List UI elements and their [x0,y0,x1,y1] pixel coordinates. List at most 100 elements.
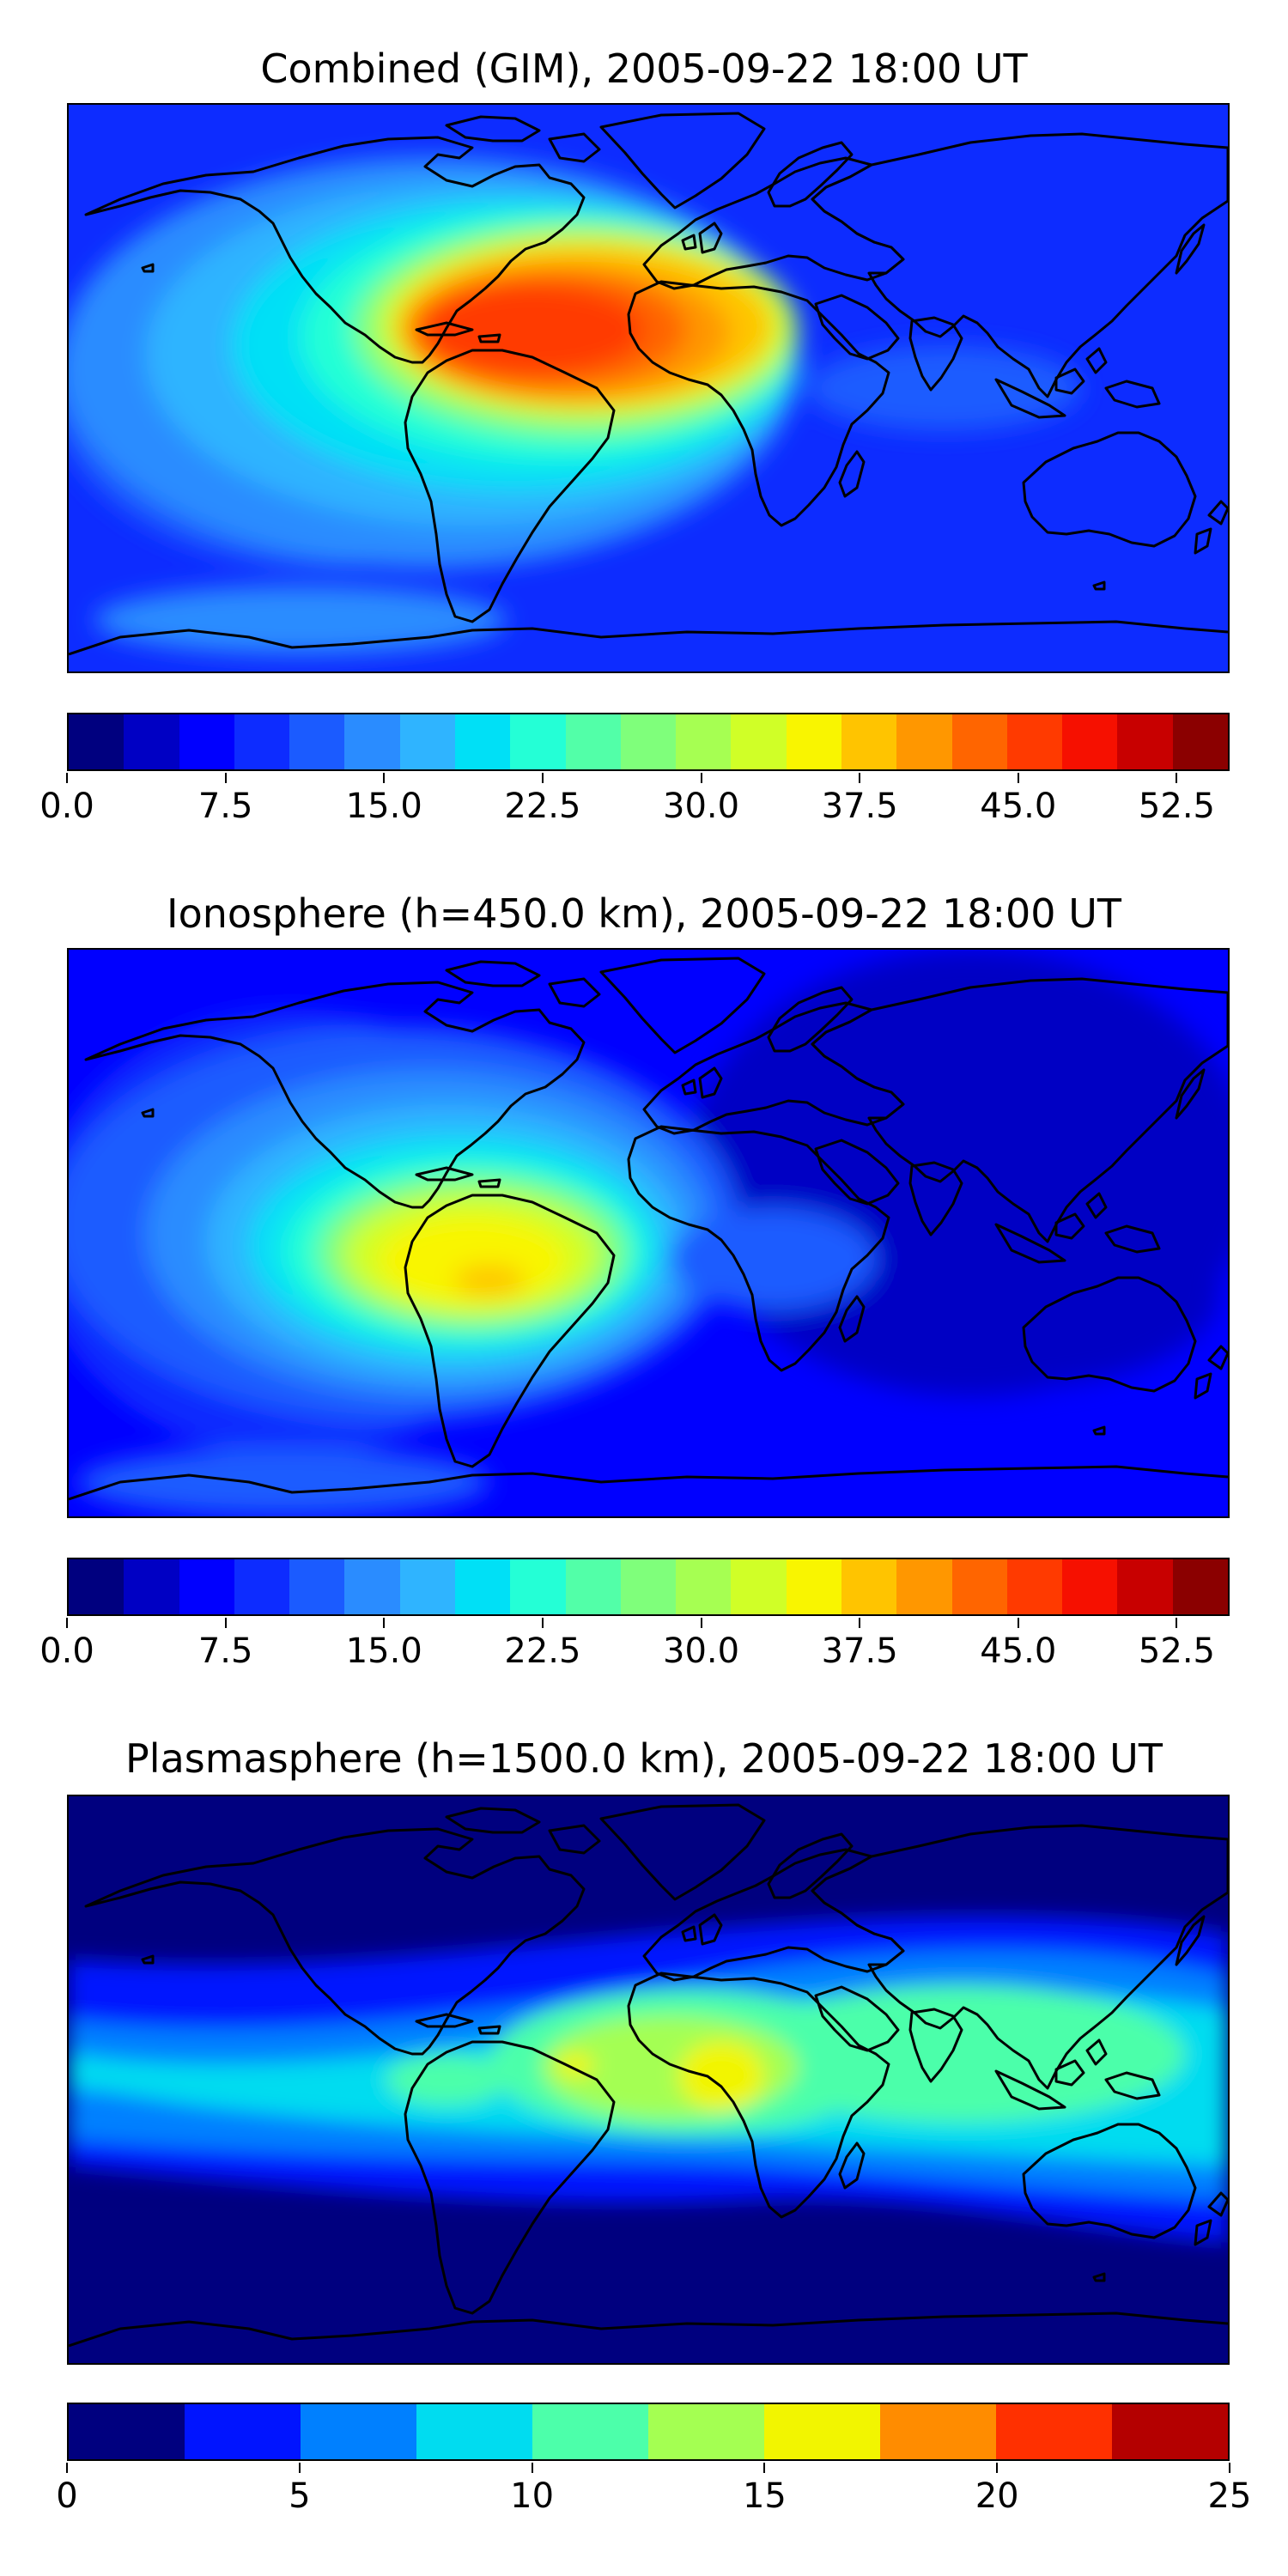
colorbar-segment [620,1559,677,1614]
colorbar-tick-label: 22.5 [504,787,581,826]
colorbar-segment [179,714,234,769]
panel-3-map [67,1795,1230,2365]
colorbar-segment [185,2404,301,2459]
colorbar-segment [841,1559,897,1614]
colorbar-tick-mark [996,2463,999,2473]
colorbar-segment [648,2404,764,2459]
colorbar-tick-label: 0 [56,2476,78,2516]
colorbar-tick-label: 15.0 [345,787,422,826]
colorbar-segment [1062,1559,1118,1614]
panel-3-colorbar-ticks: 0 5 10 15 20 25 [56,2463,1251,2523]
colorbar-tick-mark [700,773,702,783]
colorbar-segment [951,1559,1007,1614]
panel-2-map [67,948,1230,1518]
colorbar-tick-label: 10 [510,2476,555,2516]
colorbar-segment [289,714,345,769]
colorbar-tick-label: 5 [289,2476,311,2516]
colorbar-segment [996,2404,1112,2459]
colorbar-tick-label: 0.0 [39,1631,94,1671]
colorbar-tick-mark [224,773,227,783]
colorbar-tick-label: 30.0 [663,1631,740,1671]
panel-1-map [67,103,1230,673]
colorbar-tick-mark [224,1618,227,1628]
colorbar-tick-label: 22.5 [504,1631,581,1671]
colorbar-segment [1117,1559,1173,1614]
colorbar-segment [454,714,511,769]
colorbar-tick-label: 45.0 [980,787,1057,826]
panel-2-title: Ionosphere (h=450.0 km), 2005-09-22 18:0… [167,890,1121,937]
colorbar-segment [399,714,455,769]
colorbar-tick-label: 7.5 [197,787,253,826]
colorbar-tick-mark [700,1618,702,1628]
colorbar-segment [1172,1559,1228,1614]
colorbar-tick-mark [763,2463,766,2473]
colorbar-tick-mark [66,773,68,783]
colorbar-segment [731,1559,787,1614]
colorbar-tick-mark [66,1618,68,1628]
panel-2-colorbar-ticks: 0.0 7.5 15.0 22.5 30.0 37.5 45.0 52.5 [39,1618,1230,1678]
colorbar-tick-mark [859,1618,861,1628]
colorbar-segment [454,1559,511,1614]
colorbar-segment [786,714,841,769]
colorbar-segment [1062,714,1118,769]
panel-1-title: Combined (GIM), 2005-09-22 18:00 UT [260,46,1028,92]
colorbar-tick-mark [383,1618,386,1628]
colorbar-tick-label: 37.5 [821,1631,898,1671]
colorbar-segment [1006,1559,1063,1614]
colorbar-tick-label: 52.5 [1138,1631,1215,1671]
colorbar-segment [565,1559,621,1614]
colorbar-segment [124,1559,179,1614]
colorbar-segment [69,1559,125,1614]
colorbar-tick-mark [1176,1618,1178,1628]
colorbar-segment [731,714,787,769]
colorbar-segment [69,714,125,769]
colorbar-segment [69,2404,185,2459]
colorbar-segment [896,714,952,769]
colorbar-segment [532,2404,648,2459]
colorbar-segment [301,2404,416,2459]
colorbar-tick-mark [383,773,386,783]
colorbar-tick-mark [1176,773,1178,783]
colorbar-segment [1117,714,1173,769]
colorbar-tick-mark [298,2463,301,2473]
colorbar-segment [179,1559,234,1614]
colorbar-tick-label: 20 [975,2476,1019,2516]
colorbar-tick-mark [541,773,544,783]
colorbar-tick-mark [531,2463,533,2473]
colorbar-segment [124,714,179,769]
colorbar-segment [1172,714,1228,769]
colorbar-segment [399,1559,455,1614]
colorbar-segment [416,2404,532,2459]
colorbar-segment [510,1559,566,1614]
colorbar-tick-mark [1017,773,1019,783]
panel-3-title: Plasmasphere (h=1500.0 km), 2005-09-22 1… [125,1735,1163,1782]
colorbar-tick-mark [1017,1618,1019,1628]
colorbar-tick-label: 7.5 [197,1631,253,1671]
colorbar-tick-label: 52.5 [1138,787,1215,826]
colorbar-tick-mark [66,2463,68,2473]
colorbar-tick-label: 15.0 [345,1631,422,1671]
colorbar-tick-label: 45.0 [980,1631,1057,1671]
colorbar-segment [896,1559,952,1614]
panel-1-colorbar-ticks: 0.0 7.5 15.0 22.5 30.0 37.5 45.0 52.5 [39,773,1230,833]
colorbar-segment [1112,2404,1228,2459]
colorbar-segment [565,714,621,769]
panel-1-colorbar [67,713,1230,771]
colorbar-tick-mark [541,1618,544,1628]
colorbar-segment [676,1559,732,1614]
colorbar-segment [620,714,677,769]
panel-3-colorbar [67,2403,1230,2461]
colorbar-tick-label: 30.0 [663,787,740,826]
colorbar-segment [234,1559,290,1614]
colorbar-tick-mark [1229,2463,1230,2473]
colorbar-segment [951,714,1007,769]
colorbar-segment [764,2404,880,2459]
colorbar-segment [234,714,290,769]
colorbar-segment [880,2404,996,2459]
colorbar-tick-mark [859,773,861,783]
colorbar-tick-label: 0.0 [39,787,94,826]
colorbar-tick-label: 25 [1207,2476,1252,2516]
colorbar-segment [786,1559,841,1614]
colorbar-segment [344,1559,400,1614]
colorbar-segment [289,1559,345,1614]
